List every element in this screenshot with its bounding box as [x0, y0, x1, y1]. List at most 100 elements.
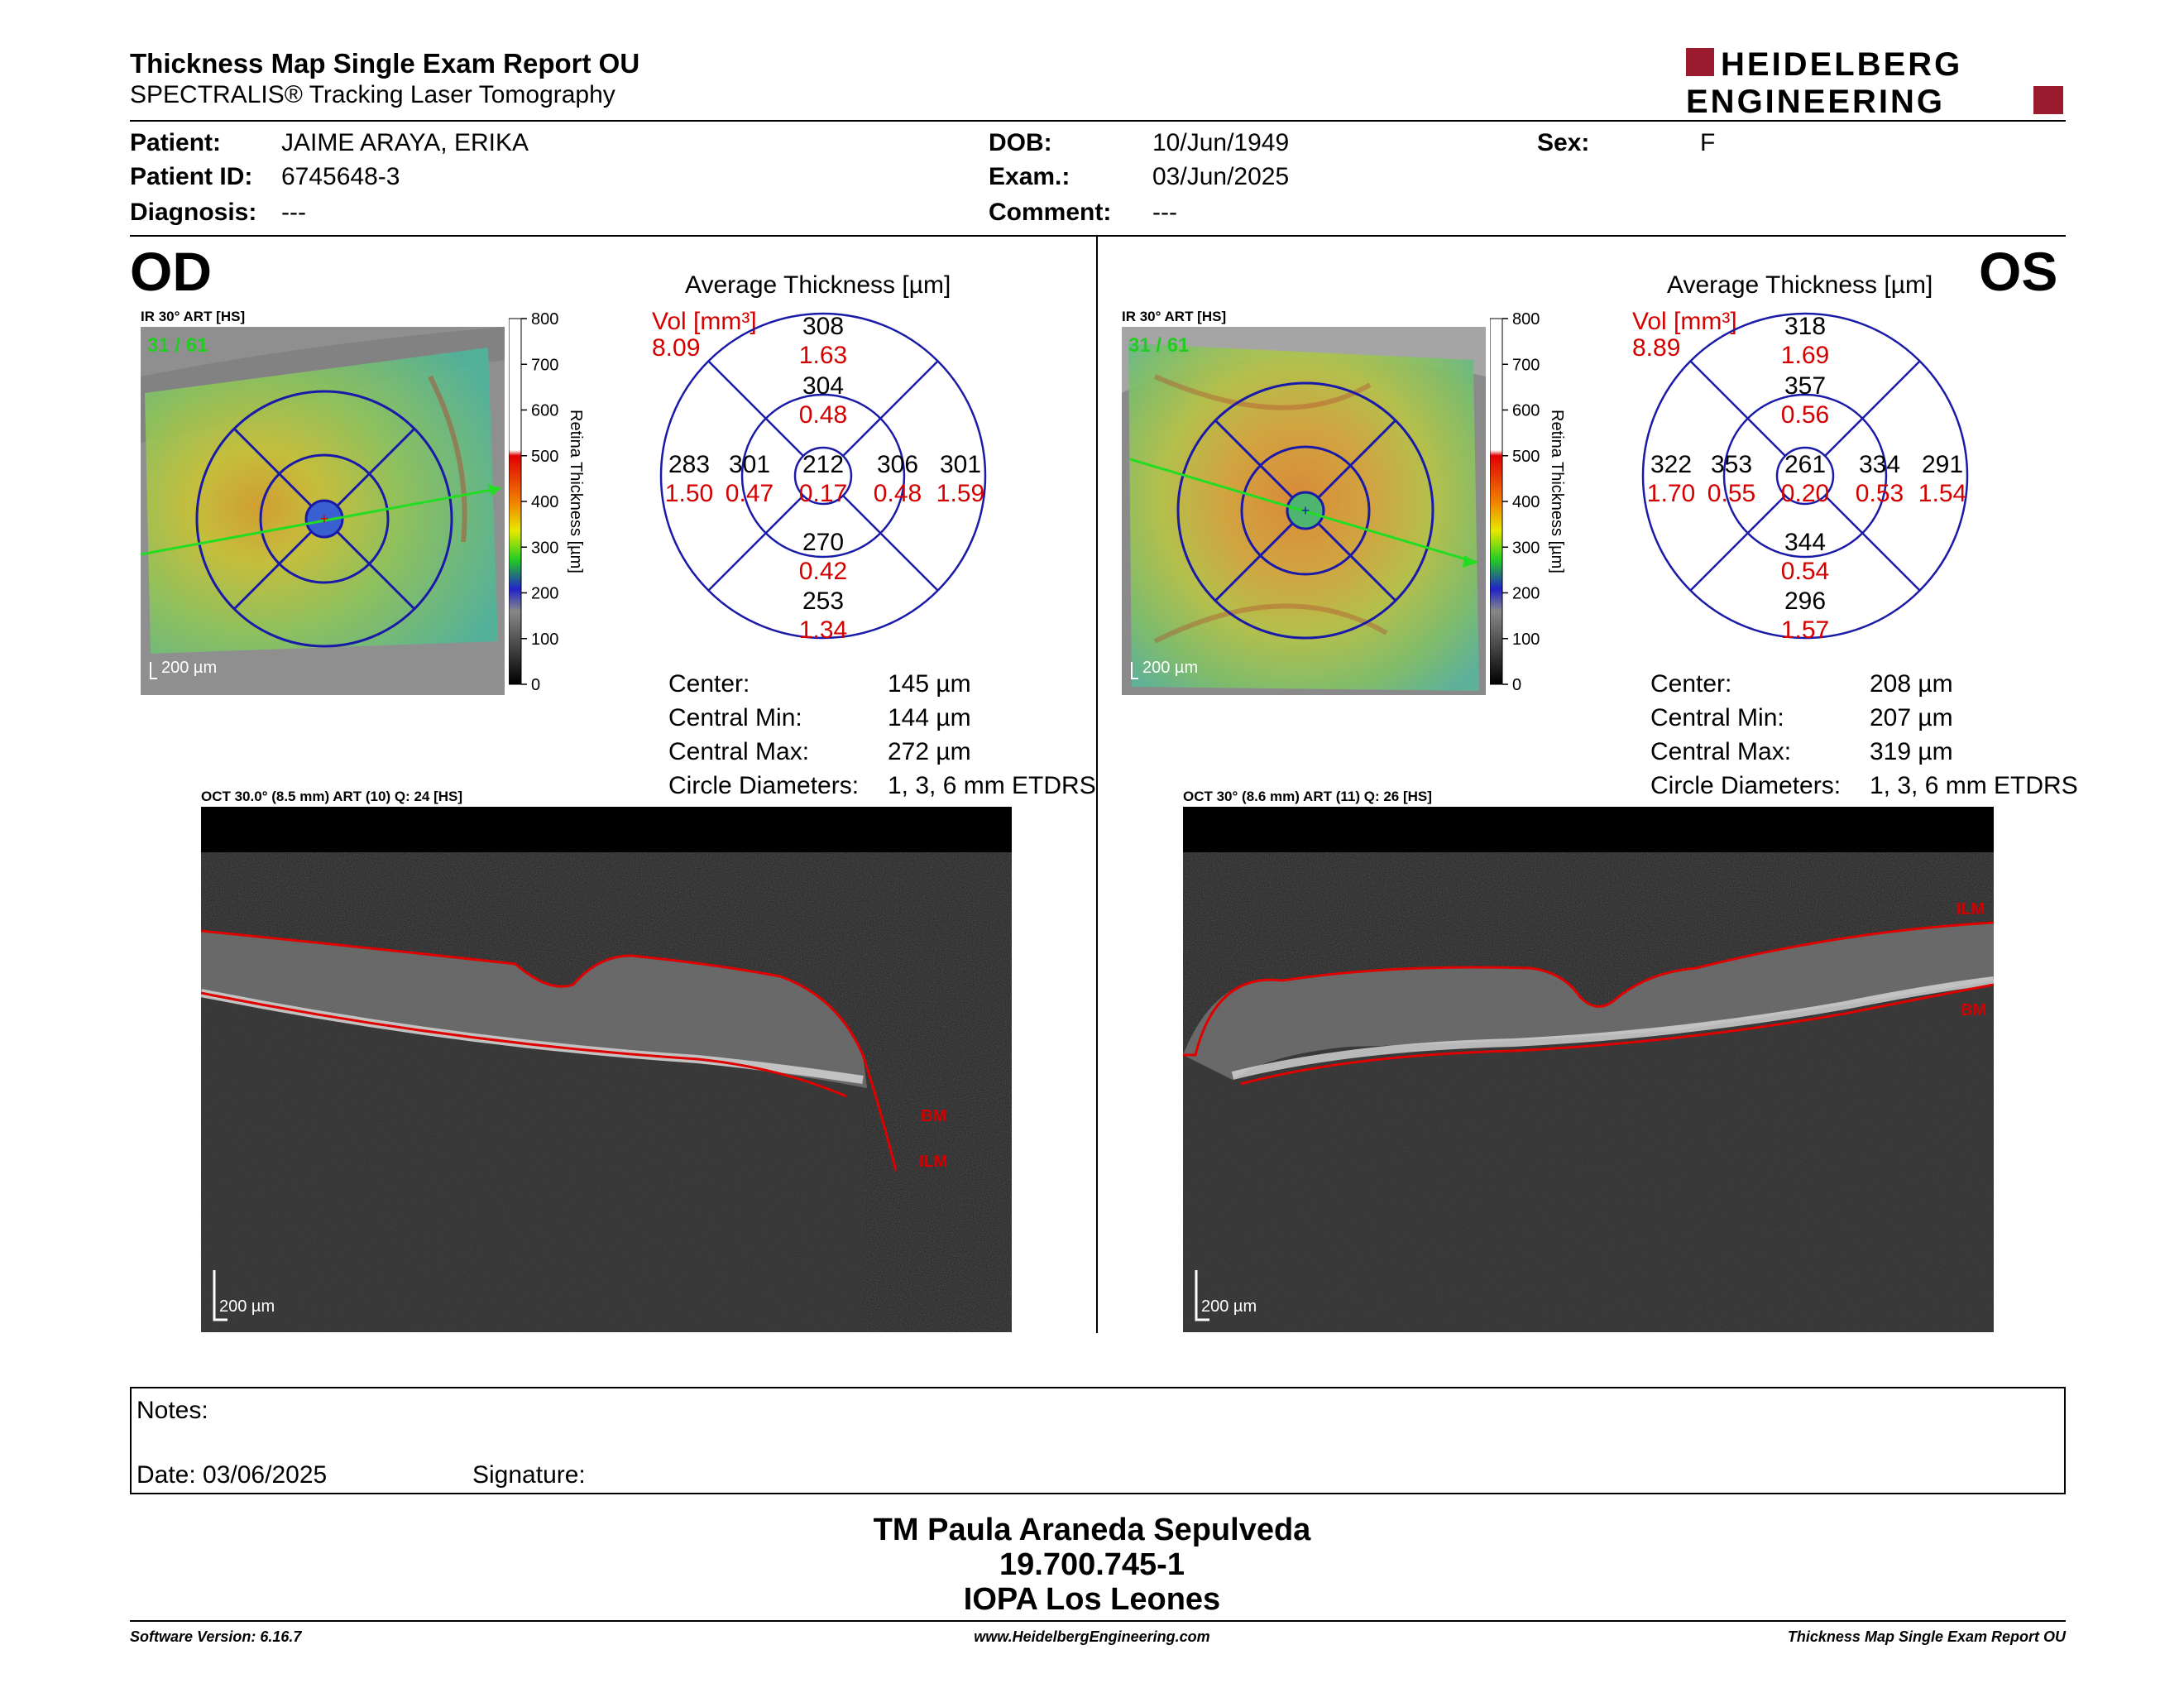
- od-colorbar-tick-label: 300: [531, 539, 558, 557]
- os-avg-title: Average Thickness [µm]: [1667, 271, 1933, 299]
- od-colorbar-tick-label: 200: [531, 585, 558, 603]
- od-inner-temp-v: 0.47: [726, 480, 774, 507]
- os-outer-temp-v: 1.70: [1647, 480, 1695, 507]
- od-stat-diam-value: 1, 3, 6 mm ETDRS: [888, 772, 1096, 799]
- os-colorbar: 800 700 600 500 400 300 200 100 0 Retina Thickne…: [1490, 310, 1566, 694]
- notes-date: Date: 03/06/2025: [136, 1461, 328, 1489]
- od-colorbar-tick-label: 700: [531, 356, 558, 374]
- od-stat-diam-label: Circle Diameters:: [668, 772, 860, 799]
- sex-value: F: [1700, 129, 1716, 156]
- os-stat-max-label: Central Max:: [1650, 738, 1792, 765]
- od-oct-scale: 200 µm: [219, 1297, 275, 1316]
- od-vol-label: Vol [mm³]: [652, 308, 757, 335]
- od-frame-count: 31 / 61: [147, 334, 208, 357]
- os-inner-temp-v: 0.55: [1707, 480, 1755, 507]
- os-oct-label: OCT 30° (8.6 mm) ART (11) Q: 26 [HS]: [1183, 789, 1432, 804]
- patient-id: 6745648-3: [281, 163, 400, 190]
- od-stat-min-label: Central Min:: [668, 704, 802, 731]
- od-fundus-label: IR 30° ART [HS]: [141, 309, 246, 324]
- os-stat-center-label: Center:: [1650, 670, 1732, 698]
- od-colorbar-tick-label: 400: [531, 493, 558, 511]
- report-subtitle: SPECTRALIS® Tracking Laser Tomography: [130, 81, 615, 108]
- od-eye-label: OD: [130, 241, 212, 302]
- os-oct-scale: 200 µm: [1201, 1297, 1257, 1316]
- od-colorbar-tick-label: 100: [531, 631, 558, 649]
- os-colorbar-tick-label: 500: [1512, 448, 1540, 466]
- exam-value: 03/Jun/2025: [1152, 163, 1290, 190]
- os-stat-min-value: 207 µm: [1870, 704, 1953, 731]
- notes-label: Notes:: [136, 1397, 208, 1424]
- od-center-t: 212: [802, 451, 844, 478]
- dob-label: DOB:: [989, 129, 1052, 156]
- logo-line1: HEIDELBERG: [1721, 46, 1962, 83]
- os-stat-max-value: 319 µm: [1870, 738, 1953, 765]
- od-inner-sup-v: 0.48: [799, 401, 847, 429]
- od-avg-title: Average Thickness [µm]: [685, 271, 951, 299]
- od-stat-min-value: 144 µm: [888, 704, 971, 731]
- os-vol-label: Vol [mm³]: [1632, 308, 1737, 335]
- dob-value: 10/Jun/1949: [1152, 129, 1290, 156]
- signer-name: TM Paula Araneda Sepulveda: [873, 1513, 1311, 1547]
- os-bm-label: BM: [1961, 1001, 1986, 1019]
- software-version: Software Version: 6.16.7: [130, 1628, 302, 1645]
- os-outer-sup-t: 318: [1784, 313, 1826, 340]
- os-center-t: 261: [1784, 451, 1826, 478]
- od-inner-nas-t: 306: [877, 451, 918, 478]
- os-inner-nas-t: 334: [1859, 451, 1900, 478]
- os-etdrs-grid: 318 1.69 357 0.56 322 1.70 353 0.55 261 …: [1641, 312, 1969, 641]
- os-inner-nas-v: 0.53: [1856, 480, 1904, 507]
- os-colorbar-tick-label: 0: [1512, 676, 1521, 694]
- od-inner-temp-t: 301: [729, 451, 770, 478]
- os-colorbar-tick-label: 300: [1512, 539, 1540, 557]
- os-outer-nas-t: 291: [1922, 451, 1963, 478]
- od-outer-nas-v: 1.59: [936, 480, 984, 507]
- od-inner-inf-t: 270: [802, 529, 844, 556]
- patient-id-label: Patient ID:: [130, 163, 253, 190]
- os-stat-diam-value: 1, 3, 6 mm ETDRS: [1870, 772, 2078, 799]
- od-outer-temp-t: 283: [668, 451, 710, 478]
- os-inner-temp-t: 353: [1711, 451, 1752, 478]
- header-divider: [130, 120, 2066, 122]
- od-outer-nas-t: 301: [940, 451, 981, 478]
- footer-report-title: Thickness Map Single Exam Report OU: [1787, 1628, 2066, 1645]
- center-divider: [1096, 237, 1098, 1333]
- os-oct-scan: ILM BM 200 µm: [1183, 807, 1994, 1332]
- os-outer-nas-v: 1.54: [1918, 480, 1966, 507]
- comment-value: ---: [1152, 199, 1177, 226]
- os-inner-sup-t: 357: [1784, 372, 1826, 400]
- od-oct-label: OCT 30.0° (8.5 mm) ART (10) Q: 24 [HS]: [201, 789, 463, 804]
- os-map-scale: 200 µm: [1142, 659, 1198, 677]
- od-map-scale: 200 µm: [161, 659, 217, 677]
- heidelberg-logo: HEIDELBERG ENGINEERING: [1686, 46, 2063, 116]
- od-outer-sup-t: 308: [802, 313, 844, 340]
- notes-box[interactable]: Notes: Date: 03/06/2025 Signature:: [130, 1387, 2066, 1494]
- od-colorbar-tick-label: 0: [531, 676, 540, 694]
- os-frame-count: 31 / 61: [1128, 334, 1189, 357]
- os-stat-center-value: 208 µm: [1870, 670, 1953, 698]
- signer-place: IOPA Los Leones: [963, 1582, 1221, 1617]
- footer-divider: [130, 1620, 2066, 1622]
- od-stat-center-value: 145 µm: [888, 670, 971, 698]
- os-colorbar-tick-label: 200: [1512, 585, 1540, 603]
- os-colorbar-title: Retina Thickness [µm]: [1548, 410, 1566, 573]
- od-center-v: 0.17: [799, 480, 847, 507]
- svg-text:+: +: [320, 511, 329, 527]
- od-oct-scan: ILM BM 200 µm: [201, 807, 1012, 1332]
- os-colorbar-tick-label: 800: [1512, 310, 1540, 328]
- od-inner-nas-v: 0.48: [874, 480, 922, 507]
- patient-name: JAIME ARAYA, ERIKA: [281, 129, 529, 156]
- od-outer-sup-v: 1.63: [799, 342, 847, 369]
- od-stat-center-label: Center:: [668, 670, 750, 698]
- os-center-v: 0.20: [1781, 480, 1829, 507]
- signature-label: Signature:: [472, 1461, 586, 1489]
- website-link[interactable]: www.HeidelbergEngineering.com: [974, 1628, 1210, 1645]
- od-colorbar-tick-label: 500: [531, 448, 558, 466]
- od-vol-total: 8.09: [652, 334, 701, 362]
- os-outer-temp-t: 322: [1650, 451, 1692, 478]
- od-thickness-map: + 31 / 61 200 µm: [141, 327, 505, 695]
- os-inner-inf-t: 344: [1784, 529, 1826, 556]
- od-colorbar-title: Retina Thickness [µm]: [567, 410, 585, 573]
- od-bm-label: BM: [921, 1107, 946, 1125]
- sex-label: Sex:: [1537, 129, 1590, 156]
- os-colorbar-tick-label: 100: [1512, 631, 1540, 649]
